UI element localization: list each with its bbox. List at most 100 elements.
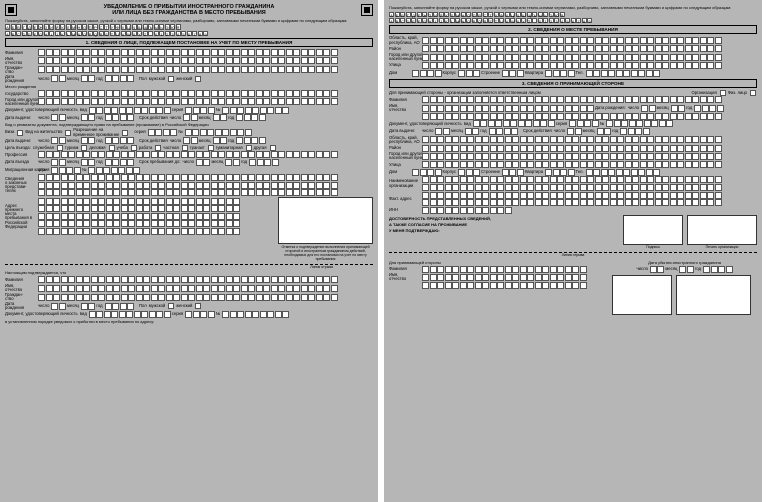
- input-city[interactable]: [422, 54, 722, 61]
- stub-by[interactable]: [105, 303, 135, 310]
- host-street[interactable]: [422, 161, 722, 168]
- input-dv-m[interactable]: [213, 114, 228, 121]
- input-stay-y[interactable]: [249, 159, 279, 166]
- host-city[interactable]: [422, 153, 722, 160]
- input-rdv-m[interactable]: [213, 137, 228, 144]
- host-name-2[interactable]: [422, 113, 722, 120]
- host-di-m[interactable]: [465, 128, 480, 135]
- host-doc-no[interactable]: [606, 120, 673, 127]
- check-p6[interactable]: [182, 145, 188, 151]
- check-p9[interactable]: [270, 145, 276, 151]
- input-bday[interactable]: [51, 75, 66, 82]
- input-rdi-m[interactable]: [81, 137, 96, 144]
- check-female[interactable]: [195, 76, 201, 82]
- stub-bd[interactable]: [51, 303, 66, 310]
- host-house[interactable]: [412, 169, 442, 176]
- legal-reps-grid[interactable]: [38, 174, 338, 196]
- host-by[interactable]: [694, 105, 724, 112]
- input-byear[interactable]: [105, 75, 135, 82]
- stub2-surname[interactable]: [422, 266, 587, 273]
- stub-citizenship[interactable]: [38, 294, 338, 301]
- input-arr-y[interactable]: [105, 159, 135, 166]
- input-citizenship[interactable]: [38, 66, 338, 73]
- input-doc-vid[interactable]: [89, 107, 171, 114]
- input-rdv-d[interactable]: [183, 137, 198, 144]
- host-region[interactable]: [422, 136, 722, 143]
- input-raion[interactable]: [422, 45, 722, 52]
- host-bm[interactable]: [671, 105, 686, 112]
- input-surname[interactable]: [38, 49, 338, 56]
- check-rvp[interactable]: [122, 130, 128, 136]
- prev-address-grid[interactable]: [38, 198, 240, 235]
- input-dv-y[interactable]: [236, 114, 266, 121]
- check-fiz[interactable]: [750, 90, 756, 96]
- input-name[interactable]: [38, 57, 338, 64]
- stub-doc-ser[interactable]: [185, 311, 215, 318]
- input-tel[interactable]: [586, 70, 661, 77]
- input-rdv-y[interactable]: [236, 137, 266, 144]
- stub-surname[interactable]: [38, 276, 338, 283]
- stub2-name[interactable]: [422, 274, 587, 281]
- stub-check-f[interactable]: [195, 303, 201, 309]
- check-vnz[interactable]: [65, 130, 71, 136]
- stub-check-m[interactable]: [168, 303, 174, 309]
- input-bcountry[interactable]: [38, 90, 338, 97]
- host-dv-y[interactable]: [620, 128, 650, 135]
- check-visa[interactable]: [17, 130, 23, 136]
- input-korp[interactable]: [458, 70, 480, 77]
- host-kv[interactable]: [545, 169, 575, 176]
- check-p3[interactable]: [109, 145, 115, 151]
- input-bmonth[interactable]: [81, 75, 96, 82]
- check-p4[interactable]: [131, 145, 137, 151]
- input-stay-m[interactable]: [225, 159, 240, 166]
- stub-bm[interactable]: [81, 303, 96, 310]
- input-mc-no[interactable]: [88, 167, 140, 174]
- check-p5[interactable]: [155, 145, 161, 151]
- input-dv-d[interactable]: [183, 114, 198, 121]
- input-rdi-d[interactable]: [51, 137, 66, 144]
- host-dv-m[interactable]: [597, 128, 612, 135]
- input-rd-no[interactable]: [185, 129, 252, 136]
- org-name-grid[interactable]: [422, 176, 722, 191]
- input-street[interactable]: [422, 62, 722, 69]
- input-profession[interactable]: [38, 151, 338, 158]
- input-di-d[interactable]: [51, 114, 66, 121]
- input-rd-ser[interactable]: [148, 129, 178, 136]
- host-doc-vid[interactable]: [473, 120, 555, 127]
- input-di-m[interactable]: [81, 114, 96, 121]
- input-str[interactable]: [502, 70, 524, 77]
- host-str[interactable]: [502, 169, 524, 176]
- input-arr-d[interactable]: [51, 159, 66, 166]
- host-name[interactable]: [422, 105, 594, 112]
- check-male[interactable]: [168, 76, 174, 82]
- depart-m[interactable]: [679, 266, 694, 273]
- check-p2[interactable]: [81, 145, 87, 151]
- host-korp[interactable]: [458, 169, 480, 176]
- host-dv-d[interactable]: [567, 128, 582, 135]
- check-p1[interactable]: [57, 145, 63, 151]
- check-p8[interactable]: [246, 145, 252, 151]
- check-org[interactable]: [720, 90, 726, 96]
- host-surname[interactable]: [422, 96, 722, 103]
- input-bcity[interactable]: [38, 98, 338, 105]
- host-doc-ser[interactable]: [569, 120, 599, 127]
- host-bd[interactable]: [641, 105, 656, 112]
- input-house[interactable]: [412, 70, 442, 77]
- check-p7[interactable]: [208, 145, 214, 151]
- fact-addr-grid[interactable]: [422, 192, 722, 207]
- input-inn[interactable]: [422, 207, 512, 214]
- input-di-y[interactable]: [105, 114, 135, 121]
- stub-name[interactable]: [38, 285, 338, 292]
- stub2-name-2[interactable]: [422, 282, 587, 289]
- host-tel[interactable]: [586, 169, 661, 176]
- depart-d[interactable]: [650, 266, 665, 273]
- stub-doc-no[interactable]: [222, 311, 289, 318]
- input-stay-d[interactable]: [196, 159, 211, 166]
- input-rdi-y[interactable]: [105, 137, 135, 144]
- stub-doc-vid[interactable]: [89, 311, 171, 318]
- host-di-d[interactable]: [435, 128, 450, 135]
- input-doc-ser[interactable]: [185, 107, 215, 114]
- host-di-y[interactable]: [489, 128, 519, 135]
- depart-y[interactable]: [703, 266, 733, 273]
- input-arr-m[interactable]: [81, 159, 96, 166]
